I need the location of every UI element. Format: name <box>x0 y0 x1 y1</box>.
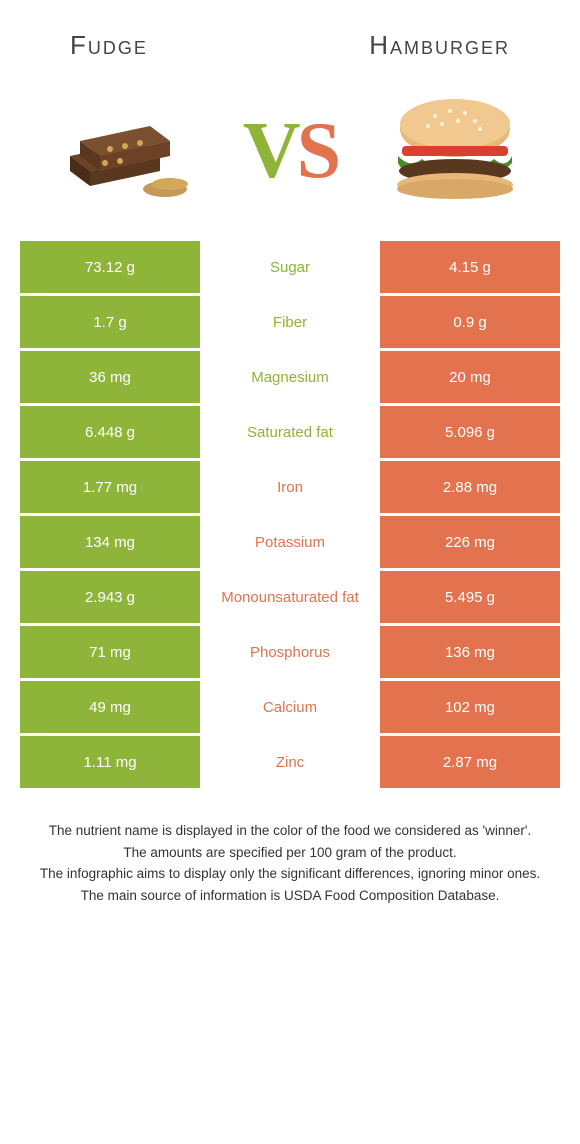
infographic-page: Fudge Hamburger <box>0 0 580 937</box>
value-right: 0.9 g <box>380 296 560 348</box>
nutrient-label: Fiber <box>200 296 380 348</box>
vs-label: VS <box>243 106 337 197</box>
value-left: 2.943 g <box>20 571 200 623</box>
table-row: 36 mgMagnesium20 mg <box>20 351 560 403</box>
value-right: 2.87 mg <box>380 736 560 788</box>
nutrient-label: Zinc <box>200 736 380 788</box>
footer-notes: The nutrient name is displayed in the co… <box>20 791 560 917</box>
nutrient-label: Magnesium <box>200 351 380 403</box>
nutrient-label: Sugar <box>200 241 380 293</box>
nutrient-label: Monounsaturated fat <box>200 571 380 623</box>
hero-row: VS <box>20 81 560 241</box>
comparison-table: 73.12 gSugar4.15 g1.7 gFiber0.9 g36 mgMa… <box>20 241 560 788</box>
vs-s-letter: S <box>297 106 338 197</box>
table-row: 134 mgPotassium226 mg <box>20 516 560 568</box>
title-right: Hamburger <box>369 30 510 61</box>
value-left: 1.7 g <box>20 296 200 348</box>
table-row: 1.77 mgIron2.88 mg <box>20 461 560 513</box>
title-left: Fudge <box>70 30 148 61</box>
value-left: 1.77 mg <box>20 461 200 513</box>
table-row: 1.11 mgZinc2.87 mg <box>20 736 560 788</box>
table-row: 2.943 gMonounsaturated fat5.495 g <box>20 571 560 623</box>
nutrient-label: Calcium <box>200 681 380 733</box>
value-right: 5.096 g <box>380 406 560 458</box>
value-right: 20 mg <box>380 351 560 403</box>
value-left: 134 mg <box>20 516 200 568</box>
table-row: 1.7 gFiber0.9 g <box>20 296 560 348</box>
nutrient-label: Iron <box>200 461 380 513</box>
title-row: Fudge Hamburger <box>20 20 560 81</box>
footer-line: The amounts are specified per 100 gram o… <box>30 843 550 863</box>
value-right: 136 mg <box>380 626 560 678</box>
nutrient-label: Saturated fat <box>200 406 380 458</box>
value-left: 36 mg <box>20 351 200 403</box>
fudge-image <box>50 91 200 211</box>
footer-line: The nutrient name is displayed in the co… <box>30 821 550 841</box>
nutrient-label: Potassium <box>200 516 380 568</box>
value-left: 1.11 mg <box>20 736 200 788</box>
table-row: 6.448 gSaturated fat5.096 g <box>20 406 560 458</box>
value-right: 4.15 g <box>380 241 560 293</box>
table-row: 73.12 gSugar4.15 g <box>20 241 560 293</box>
value-right: 2.88 mg <box>380 461 560 513</box>
footer-line: The main source of information is USDA F… <box>30 886 550 906</box>
value-right: 226 mg <box>380 516 560 568</box>
value-left: 49 mg <box>20 681 200 733</box>
table-row: 49 mgCalcium102 mg <box>20 681 560 733</box>
value-left: 71 mg <box>20 626 200 678</box>
value-left: 6.448 g <box>20 406 200 458</box>
footer-line: The infographic aims to display only the… <box>30 864 550 884</box>
value-left: 73.12 g <box>20 241 200 293</box>
value-right: 102 mg <box>380 681 560 733</box>
value-right: 5.495 g <box>380 571 560 623</box>
vs-v-letter: V <box>243 106 297 197</box>
nutrient-label: Phosphorus <box>200 626 380 678</box>
table-row: 71 mgPhosphorus136 mg <box>20 626 560 678</box>
hamburger-image <box>380 91 530 211</box>
